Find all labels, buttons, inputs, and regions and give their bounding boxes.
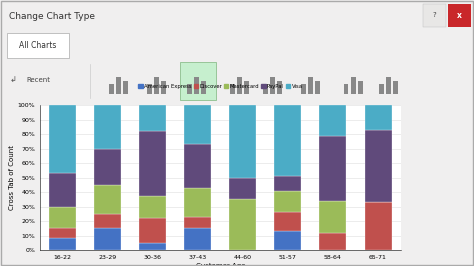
Bar bbox=[184, 188, 211, 217]
Bar bbox=[139, 131, 166, 196]
FancyBboxPatch shape bbox=[147, 84, 152, 94]
Bar bbox=[319, 233, 346, 250]
Bar bbox=[319, 105, 346, 135]
Bar bbox=[365, 130, 392, 202]
FancyBboxPatch shape bbox=[277, 81, 282, 94]
Text: Recent: Recent bbox=[26, 77, 50, 83]
Bar bbox=[49, 173, 76, 206]
Text: All Charts: All Charts bbox=[19, 41, 56, 50]
Bar bbox=[184, 228, 211, 250]
FancyBboxPatch shape bbox=[154, 77, 159, 94]
Bar bbox=[139, 105, 166, 131]
Bar bbox=[94, 148, 121, 185]
Bar bbox=[49, 206, 76, 228]
Bar bbox=[274, 231, 301, 250]
Bar bbox=[274, 105, 301, 176]
FancyBboxPatch shape bbox=[344, 84, 348, 94]
Bar bbox=[49, 105, 76, 173]
FancyBboxPatch shape bbox=[423, 4, 446, 27]
FancyBboxPatch shape bbox=[379, 84, 384, 94]
Bar bbox=[319, 135, 346, 201]
Text: x: x bbox=[457, 11, 462, 20]
Text: ↲: ↲ bbox=[9, 76, 17, 85]
Bar bbox=[229, 178, 256, 199]
Bar bbox=[184, 144, 211, 188]
FancyBboxPatch shape bbox=[194, 77, 199, 94]
FancyBboxPatch shape bbox=[180, 62, 216, 100]
Bar bbox=[184, 105, 211, 144]
FancyBboxPatch shape bbox=[263, 84, 268, 94]
Y-axis label: Cross Tab of Count: Cross Tab of Count bbox=[9, 145, 15, 210]
Text: ?: ? bbox=[433, 12, 437, 18]
Bar bbox=[139, 196, 166, 218]
Bar bbox=[274, 176, 301, 191]
FancyBboxPatch shape bbox=[230, 84, 235, 94]
Bar bbox=[94, 185, 121, 214]
Text: Change Chart Type: Change Chart Type bbox=[9, 12, 95, 21]
Bar bbox=[365, 202, 392, 250]
Bar bbox=[49, 228, 76, 238]
FancyBboxPatch shape bbox=[301, 84, 306, 94]
FancyBboxPatch shape bbox=[393, 81, 398, 94]
FancyBboxPatch shape bbox=[237, 77, 242, 94]
FancyBboxPatch shape bbox=[308, 77, 313, 94]
X-axis label: Customer Age: Customer Age bbox=[196, 263, 245, 266]
FancyBboxPatch shape bbox=[315, 81, 320, 94]
FancyBboxPatch shape bbox=[244, 81, 249, 94]
FancyBboxPatch shape bbox=[448, 4, 471, 27]
Bar bbox=[94, 105, 121, 148]
Bar bbox=[139, 243, 166, 250]
Bar bbox=[139, 218, 166, 243]
Bar bbox=[94, 214, 121, 228]
Bar bbox=[94, 228, 121, 250]
Legend: American Express, Discover, Mastercard, PayPal, Visa: American Express, Discover, Mastercard, … bbox=[136, 82, 305, 91]
FancyBboxPatch shape bbox=[116, 77, 121, 94]
FancyBboxPatch shape bbox=[123, 81, 128, 94]
FancyBboxPatch shape bbox=[187, 84, 192, 94]
FancyBboxPatch shape bbox=[7, 33, 69, 57]
Bar bbox=[184, 217, 211, 228]
FancyBboxPatch shape bbox=[351, 77, 356, 94]
FancyBboxPatch shape bbox=[358, 81, 363, 94]
Bar bbox=[229, 105, 256, 178]
Bar bbox=[274, 191, 301, 212]
Bar bbox=[49, 238, 76, 250]
FancyBboxPatch shape bbox=[201, 81, 206, 94]
Bar bbox=[319, 201, 346, 233]
FancyBboxPatch shape bbox=[386, 77, 391, 94]
Bar bbox=[229, 199, 256, 250]
FancyBboxPatch shape bbox=[270, 77, 275, 94]
FancyBboxPatch shape bbox=[161, 81, 166, 94]
Bar bbox=[274, 212, 301, 231]
FancyBboxPatch shape bbox=[109, 84, 114, 94]
Bar bbox=[365, 105, 392, 130]
